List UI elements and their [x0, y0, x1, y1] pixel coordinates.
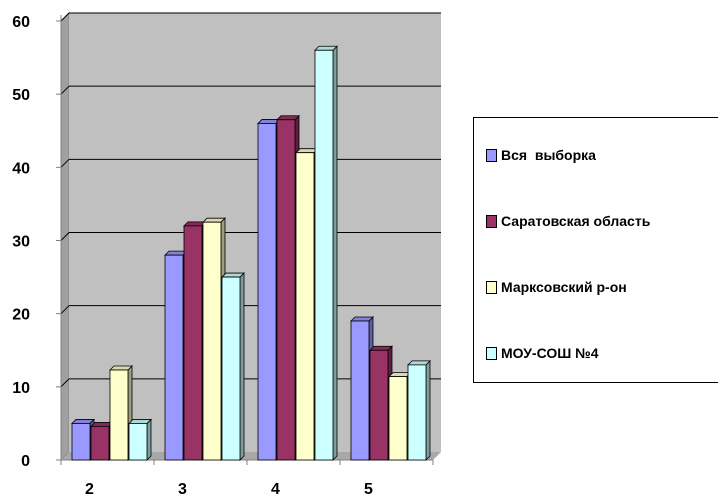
bar-front: [183, 225, 203, 461]
bar: [90, 421, 114, 461]
legend-label: Марксовский р-он: [501, 279, 627, 295]
bar-top: [407, 360, 431, 366]
y-tick-label: 50: [12, 87, 30, 104]
bar-front: [407, 364, 427, 461]
bar-front: [71, 423, 91, 461]
gridline: [60, 12, 70, 22]
legend-item: Вся выборка: [486, 145, 596, 165]
bar: [221, 272, 245, 461]
legend-swatch: [486, 148, 497, 162]
x-tick-label: 4: [271, 481, 280, 497]
legend-label: Вся выборка: [501, 147, 596, 163]
bar-side: [146, 418, 152, 461]
bar-top: [369, 345, 393, 351]
bar-top: [109, 365, 133, 371]
bar-front: [221, 276, 241, 461]
bar: [314, 45, 338, 461]
legend-label: МОУ-СОШ №4: [501, 345, 599, 361]
legend-item: Саратовская область: [486, 211, 650, 231]
bar-front: [90, 425, 110, 461]
y-tick-label: 30: [12, 234, 30, 251]
bar-side: [239, 272, 245, 461]
bar-side: [425, 359, 431, 461]
legend-label: Саратовская область: [501, 213, 651, 229]
gridline: [60, 232, 70, 241]
legend-item: Марксовский р-он: [486, 277, 627, 297]
gridline: [60, 378, 70, 388]
gridline: [60, 305, 70, 315]
legend-swatch: [486, 346, 497, 360]
legend-item: МОУ-СОШ №4: [486, 343, 599, 363]
floor: [61, 452, 441, 460]
bar-top: [276, 115, 300, 121]
bar-front: [314, 49, 334, 461]
bar-top: [314, 45, 338, 51]
gridline: [60, 85, 70, 95]
y-axis-tick-labels: 0 10 20 30 40 50 60: [12, 14, 30, 470]
bar-top: [128, 419, 152, 424]
x-tick-label: 5: [364, 481, 373, 497]
x-tick-label: 3: [178, 481, 187, 497]
bar-top: [202, 217, 226, 223]
legend-swatch: [486, 214, 497, 228]
y-tick-label: 0: [21, 453, 30, 470]
y-tick-label: 60: [12, 14, 30, 31]
x-axis-tick-labels: 2 3 4 5: [85, 481, 373, 497]
bar-front: [164, 254, 184, 461]
bars: [71, 45, 431, 461]
bar-front: [388, 376, 408, 461]
bar: [407, 359, 431, 461]
bar-top: [221, 272, 245, 278]
bar-front: [128, 423, 148, 461]
bar-top: [350, 316, 374, 322]
bar-side: [332, 45, 338, 461]
bar-front: [257, 123, 277, 461]
legend-swatch: [486, 280, 497, 294]
legend: Вся выборка Саратовская область Марксовс…: [473, 117, 718, 383]
bar-front: [350, 320, 370, 461]
bar-front: [276, 119, 296, 461]
bar-top: [71, 419, 95, 424]
bar-front: [369, 349, 389, 461]
bar-front: [109, 369, 129, 461]
bar-front: [202, 221, 222, 461]
bar-front: [295, 152, 315, 461]
x-tick-label: 2: [85, 481, 94, 497]
y-tick-label: 20: [12, 307, 30, 324]
y-tick-label: 10: [12, 380, 30, 397]
y-tick-label: 40: [12, 160, 30, 177]
gridline: [60, 158, 70, 168]
bar: [128, 418, 152, 461]
